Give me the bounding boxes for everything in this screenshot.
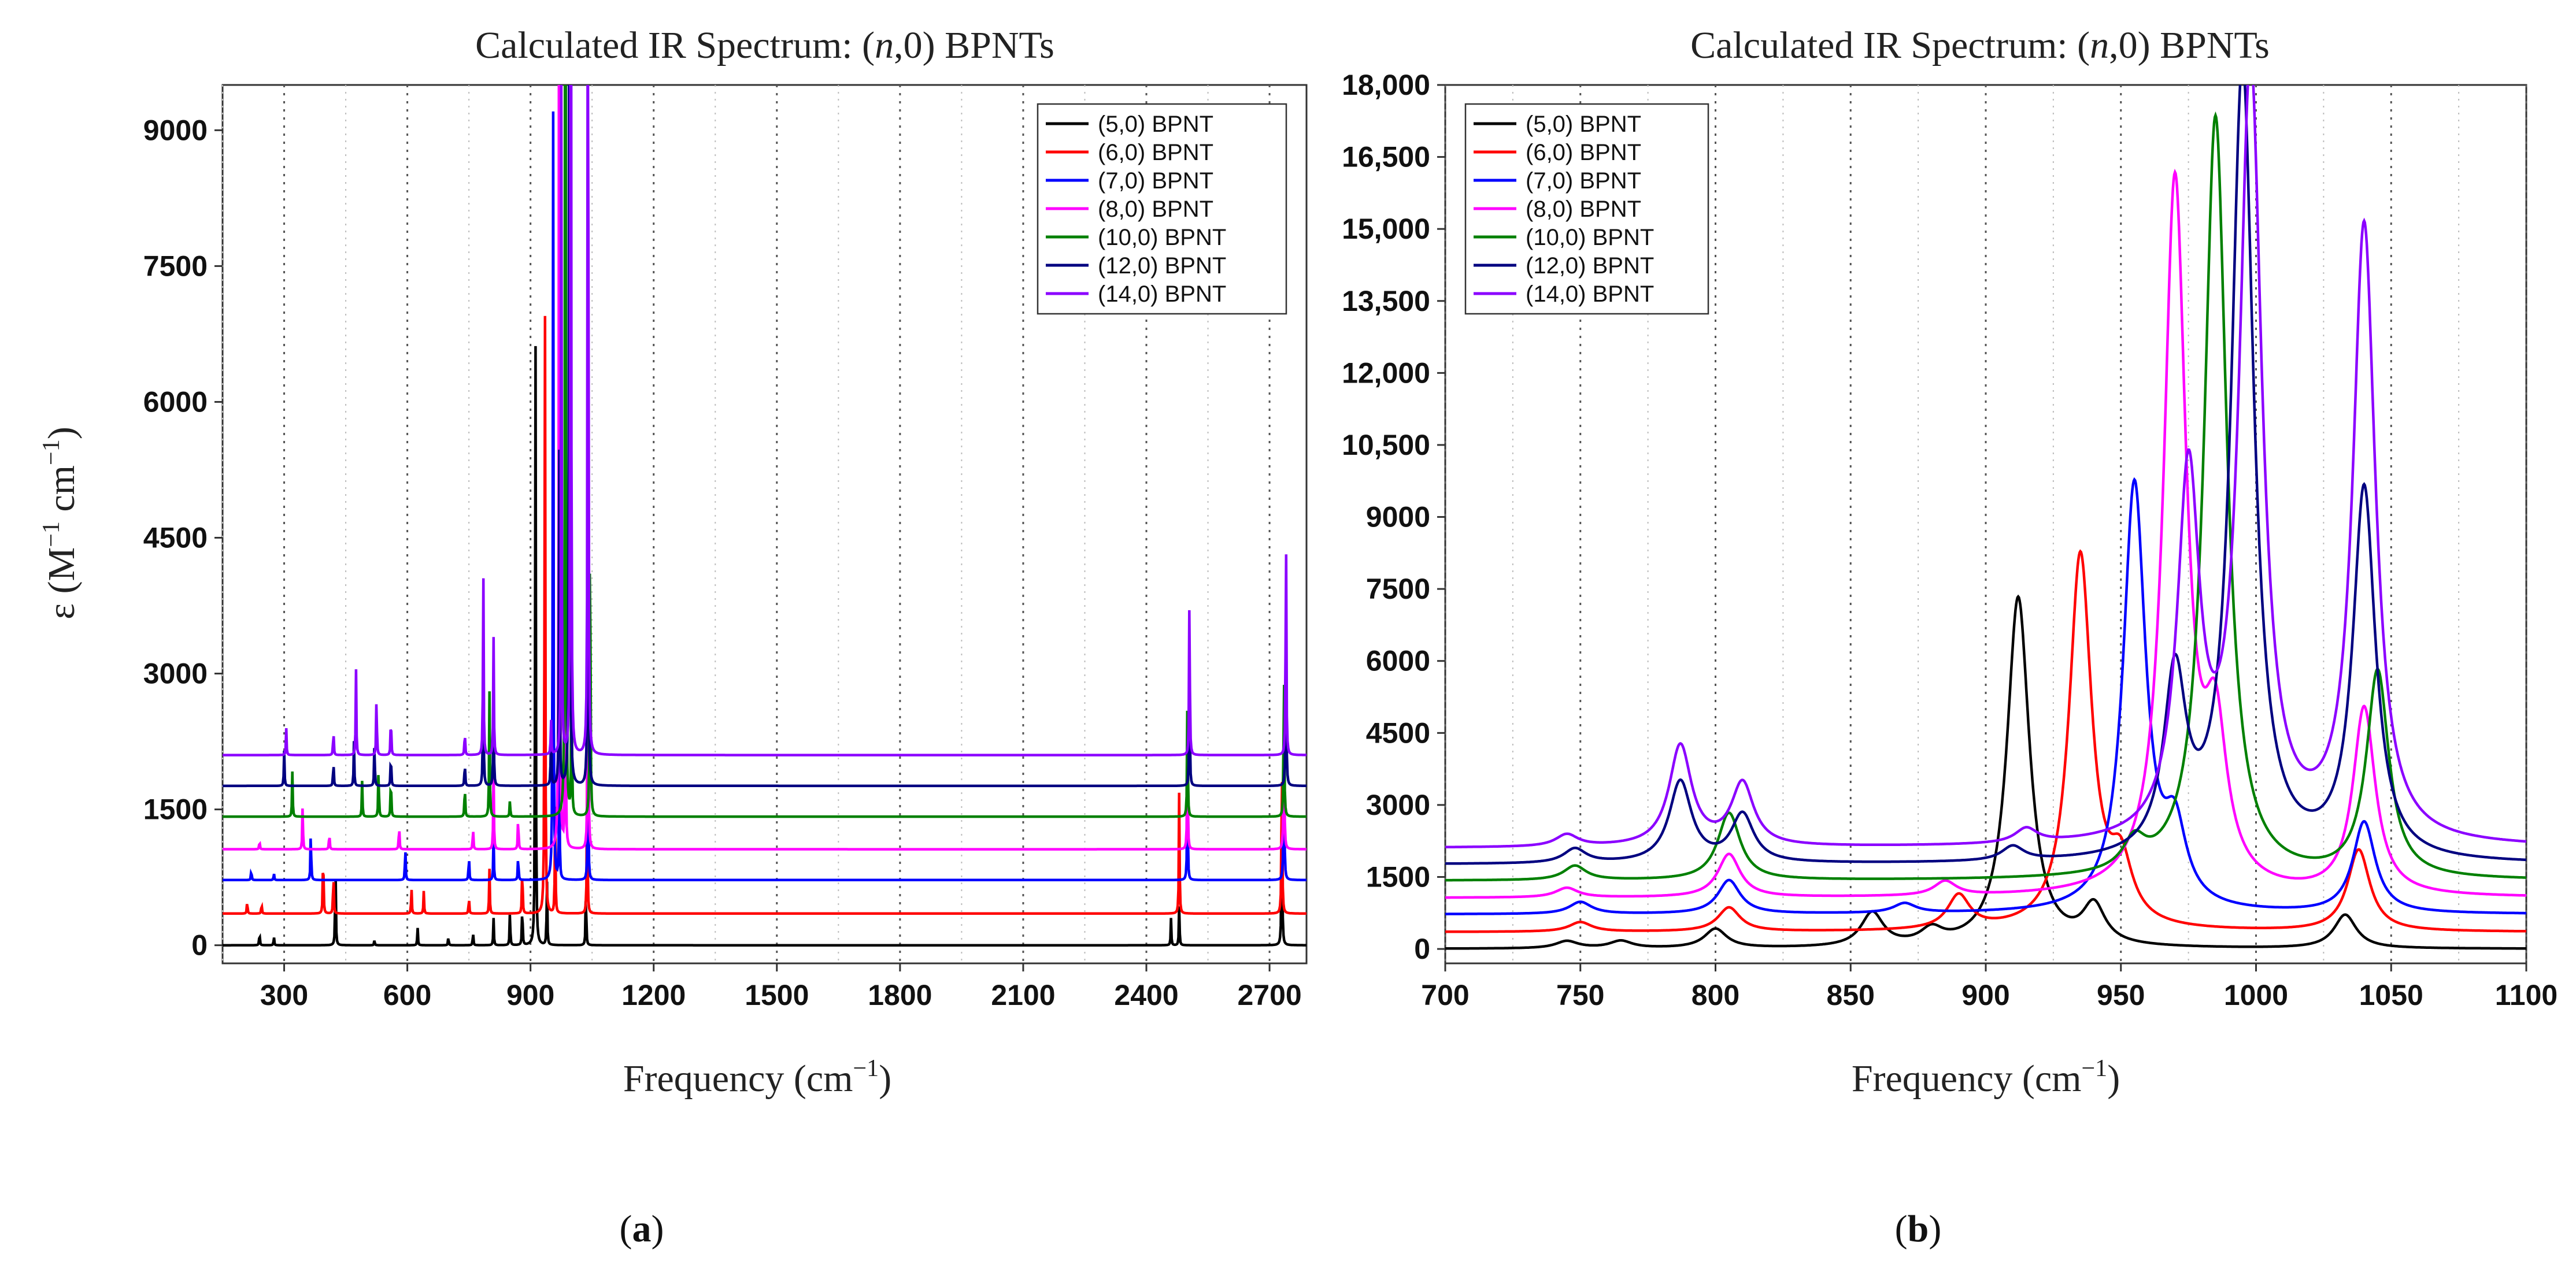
y-tick-label-b-13500: 13,500 (1342, 285, 1430, 317)
y-tick-label-a-6000: 6000 (143, 385, 208, 418)
legend-label-a-5: (12,0) BPNT (1098, 253, 1226, 279)
panel-a-series (223, 85, 1306, 947)
series-line-a-2 (223, 111, 1306, 882)
x-tick-label-b-850: 850 (1827, 979, 1875, 1011)
y-tick-label-b-3000: 3000 (1366, 789, 1430, 821)
series-line-b-0 (1445, 594, 2526, 950)
x-tick-label-a-2700: 2700 (1237, 979, 1301, 1011)
panel-b-caption: (b) (1895, 1208, 1942, 1250)
y-tick-label-b-4500: 4500 (1366, 717, 1430, 749)
series-line-b-2 (1445, 477, 2526, 915)
series-line-a-1 (223, 316, 1306, 915)
series-line-b-5 (1445, 85, 2526, 865)
panel-a-x-axis-label: Frequency (cm−1) (623, 1055, 891, 1100)
legend-label-a-4: (10,0) BPNT (1098, 225, 1226, 250)
y-tick-label-b-9000: 9000 (1366, 501, 1430, 533)
x-tick-label-b-900: 900 (1961, 979, 2009, 1011)
y-tick-label-b-6000: 6000 (1366, 645, 1430, 677)
legend-label-b-1: (6,0) BPNT (1526, 140, 1641, 165)
x-tick-label-a-2400: 2400 (1114, 979, 1178, 1011)
y-tick-label-b-12000: 12,000 (1342, 357, 1430, 389)
panel-b-ticks: 700 750 800 850 900 950 1000 1050 1100 0 1500 3000 4… (1342, 69, 2558, 1011)
y-tick-label-a-3000: 3000 (143, 658, 208, 690)
panel-b-title: Calculated IR Spectrum: (n,0) BPNTs (1690, 24, 2270, 66)
y-tick-label-a-1500: 1500 (143, 793, 208, 826)
panel-a-y-axis-label: ε (M−1 cm−1) (38, 426, 83, 619)
series-line-a-5 (223, 85, 1306, 788)
x-tick-label-b-800: 800 (1692, 979, 1739, 1011)
panel-a: Calculated IR Spectrum: (n,0) BPNTs 300 6… (38, 24, 1308, 1250)
y-tick-label-b-1500: 1500 (1366, 860, 1430, 893)
legend-label-a-1: (6,0) BPNT (1098, 140, 1213, 165)
panel-b: Calculated IR Spectrum: (n,0) BPNTs 700 7… (1342, 24, 2558, 1250)
y-tick-label-b-0: 0 (1414, 933, 1430, 965)
panel-b-x-axis-label: Frequency (cm−1) (1852, 1055, 2120, 1100)
x-tick-label-b-1000: 1000 (2224, 979, 2288, 1011)
legend-label-b-2: (7,0) BPNT (1526, 168, 1641, 194)
y-tick-label-b-16500: 16,500 (1342, 141, 1430, 173)
legend-label-b-5: (12,0) BPNT (1526, 253, 1654, 279)
series-line-a-4 (223, 85, 1306, 818)
panel-a-plot-frame (221, 84, 1308, 965)
legend-label-b-3: (8,0) BPNT (1526, 196, 1641, 222)
panel-a-ticks: 300 600 900 1200 1500 1800 2100 2400 2700 0 1500 30… (143, 114, 1302, 1011)
legend-label-a-0: (5,0) BPNT (1098, 112, 1213, 137)
legend-label-b-6: (14,0) BPNT (1526, 281, 1654, 307)
panel-a-caption: (a) (620, 1208, 664, 1250)
panel-a-title: Calculated IR Spectrum: (n,0) BPNTs (475, 24, 1054, 66)
x-tick-label-a-1500: 1500 (745, 979, 809, 1011)
y-tick-label-a-0: 0 (191, 929, 208, 962)
legend-label-b-4: (10,0) BPNT (1526, 225, 1654, 250)
series-line-a-3 (223, 85, 1306, 851)
panel-b-series (1445, 85, 2526, 950)
x-tick-label-a-900: 900 (506, 979, 554, 1011)
legend-label-a-2: (7,0) BPNT (1098, 168, 1213, 194)
y-tick-label-b-15000: 15,000 (1342, 213, 1430, 245)
y-tick-label-a-4500: 4500 (143, 522, 208, 554)
panel-a-legend: (5,0) BPNT (6,0) BPNT (7,0) BPNT(8,0) BPNT… (1037, 103, 1287, 315)
y-tick-label-a-7500: 7500 (143, 250, 208, 282)
series-line-a-6 (223, 85, 1306, 756)
series-line-b-1 (1445, 549, 2526, 933)
y-tick-label-b-18000: 18,000 (1342, 69, 1430, 101)
x-tick-label-a-300: 300 (260, 979, 308, 1011)
x-tick-label-a-2100: 2100 (991, 979, 1055, 1011)
series-line-b-3 (1445, 168, 2526, 899)
x-tick-label-b-1050: 1050 (2359, 979, 2423, 1011)
series-line-b-6 (1445, 85, 2526, 849)
x-tick-label-a-1800: 1800 (868, 979, 932, 1011)
legend-label-b-0: (5,0) BPNT (1526, 112, 1641, 137)
y-tick-label-b-10500: 10,500 (1342, 429, 1430, 461)
panel-b-legend: (5,0) BPNT (6,0) BPNT (7,0) BPNT(8,0) BPNT… (1464, 103, 1709, 315)
series-line-a-0 (223, 346, 1306, 947)
x-tick-label-b-750: 750 (1556, 979, 1604, 1011)
x-tick-label-a-600: 600 (383, 979, 431, 1011)
series-line-b-4 (1445, 111, 2526, 882)
legend-label-a-6: (14,0) BPNT (1098, 281, 1226, 307)
legend-label-a-3: (8,0) BPNT (1098, 196, 1213, 222)
x-tick-label-b-1100: 1100 (2495, 979, 2558, 1011)
y-tick-label-b-7500: 7500 (1366, 573, 1430, 605)
x-tick-label-a-1200: 1200 (621, 979, 686, 1011)
x-tick-label-b-700: 700 (1421, 979, 1469, 1011)
x-tick-label-b-950: 950 (2097, 979, 2145, 1011)
y-tick-label-a-9000: 9000 (143, 114, 208, 146)
